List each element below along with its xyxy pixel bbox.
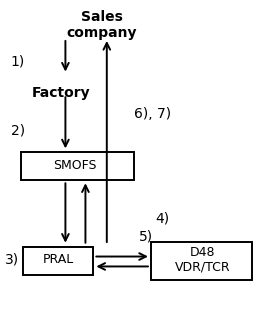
Text: Factory: Factory bbox=[32, 86, 91, 100]
Text: D48
VDR/TCR: D48 VDR/TCR bbox=[175, 246, 231, 274]
Text: 5): 5) bbox=[139, 230, 153, 244]
Text: 4): 4) bbox=[155, 212, 169, 225]
Text: 3): 3) bbox=[5, 253, 19, 267]
FancyBboxPatch shape bbox=[23, 247, 93, 275]
FancyBboxPatch shape bbox=[151, 242, 252, 280]
Text: PRAL: PRAL bbox=[43, 253, 74, 266]
Text: 1): 1) bbox=[11, 54, 25, 68]
Text: Sales
company: Sales company bbox=[66, 10, 137, 40]
Text: 6), 7): 6), 7) bbox=[134, 107, 171, 121]
Text: 2): 2) bbox=[11, 124, 25, 138]
Text: SMOFS: SMOFS bbox=[53, 159, 96, 172]
FancyBboxPatch shape bbox=[21, 152, 134, 180]
